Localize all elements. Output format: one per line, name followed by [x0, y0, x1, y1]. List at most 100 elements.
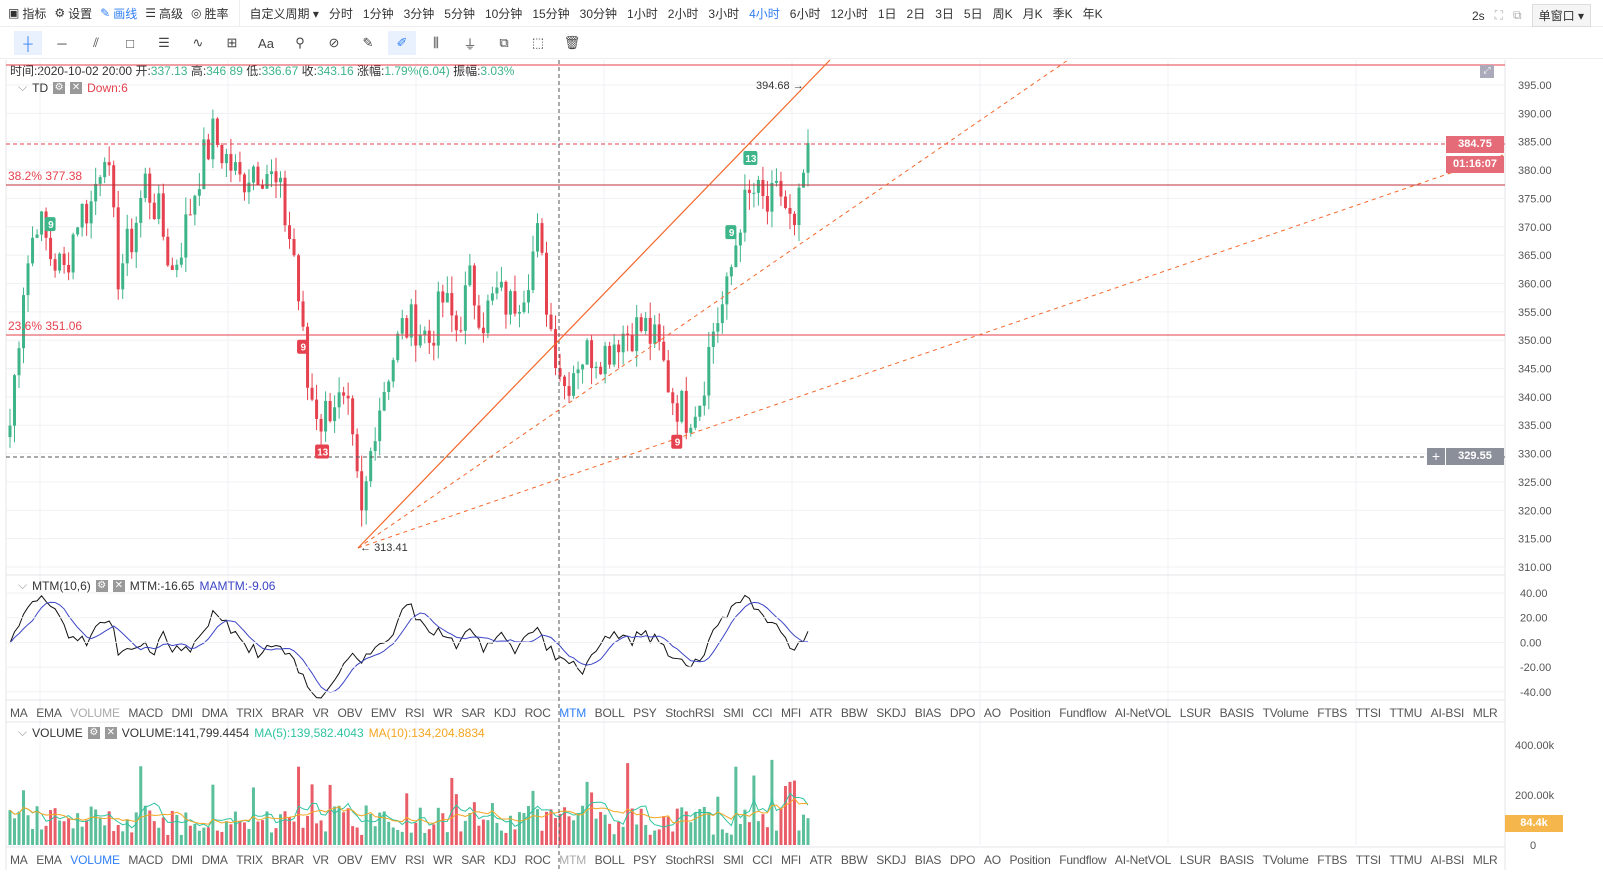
indicator-tab[interactable]: DMA — [201, 706, 228, 720]
period-tab[interactable]: 5分钟 — [444, 6, 475, 21]
indicator-tab[interactable]: VR — [312, 706, 329, 720]
indicator-tab[interactable]: BIAS — [914, 853, 942, 867]
indicator-tab[interactable]: MACD — [128, 706, 163, 720]
period-tab[interactable]: 月K — [1022, 6, 1043, 21]
indicator-tab[interactable]: MFI — [781, 706, 802, 720]
period-tab[interactable]: 3日 — [935, 6, 954, 21]
indicator-tab[interactable]: LSUR — [1179, 706, 1211, 720]
trendline-icon[interactable]: ⫽ — [93, 35, 99, 50]
indicator-tab[interactable]: BRAR — [271, 706, 304, 720]
indicator-tab[interactable]: ATR — [809, 853, 833, 867]
period-tab[interactable]: 12小时 — [830, 6, 868, 21]
close-icon[interactable]: ✕ — [104, 726, 117, 739]
indicator-tab[interactable]: MA — [10, 853, 28, 867]
period-tab[interactable]: 1小时 — [627, 6, 658, 21]
add-alert-button[interactable]: + — [1427, 448, 1445, 465]
indicator-tab[interactable]: PSY — [633, 706, 657, 720]
indicator-tab[interactable]: SKDJ — [876, 706, 907, 720]
indicator-tab[interactable]: VOLUME — [70, 853, 120, 867]
period-tab[interactable]: 3分钟 — [403, 6, 435, 21]
link-icon[interactable]: ⊘ — [328, 35, 340, 50]
period-tab[interactable]: 3小时 — [708, 6, 740, 21]
indicator-tab[interactable]: LSUR — [1179, 853, 1211, 867]
rectangle-icon[interactable]: □ — [126, 35, 134, 51]
period-tab[interactable]: 分时 — [328, 6, 353, 21]
indicator-tab[interactable]: AI-BSI — [1430, 853, 1465, 867]
indicator-tab[interactable]: StochRSI — [665, 706, 715, 720]
custom-period-dropdown[interactable]: 自定义周期 ▾ — [249, 6, 319, 21]
ohlc-icon[interactable]: ⫼ — [433, 35, 439, 50]
indicator-tab[interactable]: TRIX — [236, 853, 263, 867]
period-tab[interactable]: 周K — [992, 6, 1013, 21]
indicator-tab[interactable]: BRAR — [271, 853, 304, 867]
settings-icon[interactable]: ⚙ — [95, 579, 108, 592]
indicator-tab[interactable]: FTBS — [1317, 706, 1348, 720]
indicator-tab[interactable]: MLR — [1472, 853, 1498, 867]
indicator-tab[interactable]: ROC — [524, 706, 551, 720]
magnet-icon[interactable]: ⚲ — [295, 35, 305, 50]
indicator-tab[interactable]: TVolume — [1262, 706, 1309, 720]
settings-icon[interactable]: ⚙ — [53, 81, 66, 94]
wave-icon[interactable]: ∿ — [192, 35, 204, 50]
indicator-tab[interactable]: Fundflow — [1059, 853, 1107, 867]
screenshot-icon[interactable]: ⬚ — [531, 35, 545, 50]
indicator-tab[interactable]: TTSI — [1355, 706, 1381, 720]
indicator-tab[interactable]: KDJ — [493, 853, 516, 867]
collapse-chevron-icon[interactable]: ⌵ — [18, 80, 28, 94]
indicator-tab[interactable]: SMI — [722, 853, 744, 867]
indicator-tab[interactable]: EMV — [370, 853, 397, 867]
indicator-tab[interactable]: BBW — [840, 706, 868, 720]
period-tab[interactable]: 5日 — [963, 6, 983, 21]
indicator-tab[interactable]: FTBS — [1317, 853, 1348, 867]
indicator-tab[interactable]: OBV — [337, 706, 363, 720]
indicator-tab[interactable]: WR — [432, 706, 453, 720]
period-tab[interactable]: 1分钟 — [362, 6, 394, 21]
indicator-tab[interactable]: CCI — [752, 706, 773, 720]
indicator-tab[interactable]: BIAS — [914, 706, 942, 720]
close-icon[interactable]: ✕ — [70, 81, 83, 94]
indicator-tab[interactable]: SKDJ — [876, 853, 907, 867]
expand-icon[interactable]: ⤢ — [1480, 65, 1494, 78]
indicator-tab[interactable]: KDJ — [493, 706, 516, 720]
indicator-tab[interactable]: RSI — [404, 853, 425, 867]
crosshair-icon[interactable]: ┼ — [14, 31, 42, 55]
horizontal-line-icon[interactable]: ─ — [57, 35, 67, 51]
indicator-tab[interactable]: Position — [1009, 853, 1051, 867]
indicator-tab[interactable]: AO — [983, 853, 1001, 867]
indicator-tab[interactable]: Fundflow — [1059, 706, 1107, 720]
indicator-tab[interactable]: PSY — [633, 853, 657, 867]
indicator-tab[interactable]: DMI — [171, 706, 194, 720]
period-tab[interactable]: 6小时 — [789, 6, 821, 21]
indicator-tab[interactable]: EMA — [36, 706, 62, 720]
period-tab[interactable]: 10分钟 — [484, 6, 523, 21]
period-tab[interactable]: 4小时 — [749, 6, 780, 21]
indicator-tab[interactable]: BASIS — [1219, 853, 1255, 867]
indicator-tab[interactable]: EMA — [36, 853, 62, 867]
toolbar-gear-button[interactable]: ⚙ 设置 — [54, 5, 92, 22]
period-tab[interactable]: 15分钟 — [532, 6, 570, 21]
indicator-tab[interactable]: MLR — [1472, 706, 1498, 720]
indicator-tab[interactable]: TTSI — [1355, 853, 1381, 867]
lock-icon[interactable]: ⏚ — [463, 36, 477, 52]
toolbar-pen-button[interactable]: ✎ 画线 — [100, 5, 137, 22]
toolbar-layers-button[interactable]: ☰ 高级 — [145, 5, 183, 22]
toolbar-gauge-button[interactable]: ◎ 胜率 — [191, 5, 229, 22]
period-tab[interactable]: 1日 — [877, 6, 897, 21]
indicator-tab[interactable]: DPO — [949, 706, 976, 720]
indicator-tab[interactable]: BBW — [840, 853, 868, 867]
indicator-tab[interactable]: MACD — [128, 853, 163, 867]
indicator-tab[interactable]: ROC — [524, 853, 551, 867]
fibonacci-icon[interactable]: ☰ — [158, 35, 170, 50]
period-tab[interactable]: 30分钟 — [579, 6, 618, 21]
text-icon[interactable]: Aa — [258, 35, 274, 51]
collapse-chevron-icon[interactable]: ⌵ — [18, 578, 28, 592]
indicator-tab[interactable]: AI-NetVOL — [1114, 853, 1172, 867]
continuous-draw-icon[interactable]: ✐ — [388, 31, 416, 55]
indicator-tab[interactable]: StochRSI — [665, 853, 715, 867]
indicator-tab[interactable]: DMI — [171, 853, 194, 867]
indicator-tab[interactable]: BOLL — [594, 853, 625, 867]
measure-icon[interactable]: ⊞ — [226, 35, 238, 50]
indicator-tab[interactable]: BASIS — [1219, 706, 1255, 720]
indicator-tab[interactable]: MTM — [559, 853, 587, 867]
settings-icon[interactable]: ⚙ — [87, 726, 100, 739]
